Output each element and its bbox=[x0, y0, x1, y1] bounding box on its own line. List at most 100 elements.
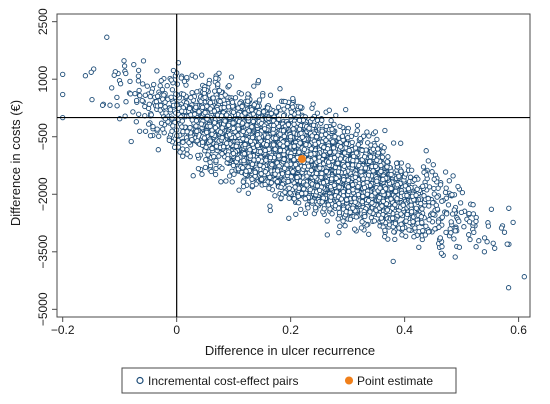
cost-effect-pair bbox=[365, 197, 372, 204]
cost-effect-pair bbox=[344, 129, 351, 135]
cost-effect-pair bbox=[251, 83, 257, 89]
cost-effect-pair bbox=[301, 164, 308, 170]
cost-effect-pair bbox=[323, 168, 329, 175]
cost-effect-pair bbox=[181, 78, 188, 85]
cost-effect-pair bbox=[219, 135, 225, 141]
cost-effect-pair bbox=[212, 171, 219, 178]
cost-effect-pair bbox=[189, 136, 195, 143]
cost-effect-pair bbox=[449, 211, 456, 217]
cost-effect-pair bbox=[405, 163, 411, 169]
cost-effect-pair bbox=[180, 128, 186, 135]
cost-effect-pair bbox=[321, 152, 327, 158]
cost-effect-pair bbox=[413, 192, 419, 198]
cost-effect-pair bbox=[325, 146, 331, 152]
cost-effect-pair bbox=[132, 90, 138, 97]
cost-effect-pair bbox=[273, 109, 279, 115]
cost-effect-pair bbox=[309, 133, 315, 139]
cost-effect-pair bbox=[285, 121, 292, 128]
cost-effect-pair bbox=[384, 207, 391, 213]
cost-effect-pair bbox=[330, 139, 336, 145]
cost-effect-pair bbox=[137, 128, 143, 134]
cost-effect-pair bbox=[238, 91, 245, 97]
cost-effect-pair bbox=[231, 171, 237, 177]
cost-effect-pair bbox=[381, 144, 387, 151]
cost-effect-pair bbox=[142, 128, 149, 134]
cost-effect-pair bbox=[219, 151, 225, 157]
cost-effect-pair bbox=[209, 145, 215, 152]
cost-effect-pair bbox=[320, 180, 327, 186]
cost-effect-pair bbox=[140, 58, 147, 64]
cost-effect-pair bbox=[204, 129, 210, 136]
cost-effect-pair bbox=[423, 223, 429, 229]
cost-effect-pair bbox=[430, 211, 436, 217]
cost-effect-pair bbox=[291, 143, 297, 149]
cost-effect-pair bbox=[235, 132, 241, 138]
cost-effect-pair bbox=[392, 236, 398, 243]
cost-effect-pair bbox=[255, 156, 261, 163]
cost-effect-pair bbox=[390, 140, 397, 146]
cost-effect-pair bbox=[245, 98, 251, 104]
cost-effect-pair bbox=[229, 99, 236, 105]
cost-effect-pair bbox=[350, 187, 356, 193]
cost-effect-pair bbox=[256, 110, 262, 116]
cost-effect-pair bbox=[203, 156, 209, 163]
cost-effect-pair bbox=[448, 230, 454, 236]
cost-effect-pair bbox=[196, 109, 202, 115]
cost-effect-pair bbox=[140, 81, 146, 87]
cost-effect-pair bbox=[337, 144, 344, 150]
cost-effect-pair bbox=[429, 169, 435, 175]
cost-effect-pair bbox=[312, 205, 319, 211]
cost-effect-pair bbox=[189, 117, 195, 123]
cost-effect-pair bbox=[409, 167, 415, 173]
cost-effect-pair bbox=[319, 199, 325, 205]
cost-effect-pair bbox=[267, 174, 273, 181]
cost-effect-pair bbox=[360, 176, 366, 182]
cost-effect-pair bbox=[425, 158, 431, 164]
cost-effect-pair bbox=[344, 197, 350, 203]
cost-effect-pair bbox=[109, 85, 115, 91]
cost-effect-pair bbox=[323, 137, 329, 143]
cost-effect-pair bbox=[217, 98, 223, 105]
cost-effect-pair bbox=[278, 184, 284, 190]
cost-effect-pair bbox=[399, 232, 405, 238]
cost-effect-pair bbox=[312, 141, 318, 147]
cost-effect-pair bbox=[325, 159, 332, 165]
cost-effect-pair bbox=[274, 179, 281, 185]
cost-effect-pair bbox=[316, 158, 322, 164]
cost-effect-pair bbox=[470, 211, 477, 217]
cost-effect-pair bbox=[342, 150, 348, 156]
cost-effect-pair bbox=[236, 187, 242, 193]
cost-effect-pair bbox=[207, 106, 213, 112]
cost-effect-pair bbox=[392, 220, 399, 227]
cost-effect-pair bbox=[329, 211, 335, 217]
cost-effect-pair bbox=[466, 232, 472, 238]
cost-effect-pair bbox=[398, 168, 404, 174]
cost-effect-pair bbox=[418, 214, 424, 220]
cost-effect-pair bbox=[240, 179, 246, 185]
cost-effect-pair bbox=[359, 147, 365, 154]
cost-effect-pair bbox=[292, 161, 299, 168]
cost-effect-pair bbox=[367, 158, 373, 165]
cost-effect-pair bbox=[364, 129, 370, 135]
cost-effect-pair bbox=[310, 101, 316, 107]
cost-effect-pair bbox=[299, 134, 306, 140]
cost-effect-pair bbox=[284, 162, 290, 168]
cost-effect-pair bbox=[449, 192, 455, 198]
cost-effect-pair bbox=[339, 133, 346, 139]
cost-effect-pair bbox=[232, 95, 239, 101]
cost-effect-pair bbox=[226, 173, 233, 179]
cost-effect-pair bbox=[294, 174, 300, 181]
cost-effect-pair bbox=[261, 109, 267, 115]
cost-effect-pair bbox=[313, 134, 320, 140]
cost-effect-pair bbox=[201, 86, 208, 93]
cost-effect-pair bbox=[290, 126, 296, 132]
cost-effect-pair bbox=[359, 199, 365, 205]
cost-effect-pair bbox=[131, 61, 137, 68]
cost-effect-pair bbox=[392, 202, 398, 208]
cost-effect-pair bbox=[388, 171, 394, 178]
cost-effect-pair bbox=[151, 81, 157, 88]
cost-effect-pair bbox=[180, 91, 187, 97]
cost-effect-pair bbox=[414, 186, 420, 192]
cost-effect-pair bbox=[374, 136, 380, 143]
cost-effect-pair bbox=[252, 169, 258, 176]
